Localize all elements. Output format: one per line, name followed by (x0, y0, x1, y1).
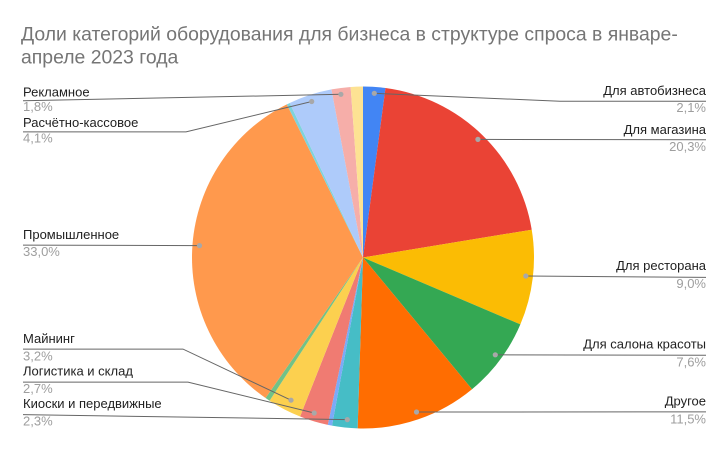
svg-text:11,5%: 11,5% (670, 412, 706, 427)
svg-text:Доли категорий оборудования дл: Доли категорий оборудования для бизнеса … (21, 24, 678, 46)
svg-text:4,1%: 4,1% (23, 131, 53, 146)
svg-text:Киоски и передвижные: Киоски и передвижные (23, 396, 162, 411)
svg-text:2,3%: 2,3% (23, 414, 53, 429)
svg-text:Для салона красоты: Для салона красоты (583, 337, 706, 352)
svg-text:Другое: Другое (665, 394, 706, 409)
svg-text:Расчётно-кассовое: Расчётно-кассовое (23, 115, 138, 130)
svg-text:апреле 2023 года: апреле 2023 года (21, 47, 179, 69)
svg-text:2,1%: 2,1% (676, 100, 706, 115)
svg-text:Майнинг: Майнинг (23, 331, 75, 346)
svg-text:20,3%: 20,3% (669, 139, 706, 154)
svg-text:33,0%: 33,0% (23, 244, 60, 259)
svg-text:3,2%: 3,2% (23, 349, 53, 364)
svg-text:Логистика и склад: Логистика и склад (23, 364, 133, 379)
svg-text:Рекламное: Рекламное (23, 85, 90, 100)
svg-text:Для автобизнеса: Для автобизнеса (603, 83, 707, 98)
svg-text:9,0%: 9,0% (676, 276, 706, 291)
svg-text:2,7%: 2,7% (23, 381, 53, 396)
svg-text:1,8%: 1,8% (23, 99, 53, 114)
svg-text:7,6%: 7,6% (676, 355, 706, 370)
svg-text:Для ресторана: Для ресторана (616, 258, 707, 273)
svg-text:Промышленное: Промышленное (23, 227, 119, 242)
svg-text:Для магазина: Для магазина (624, 122, 707, 137)
